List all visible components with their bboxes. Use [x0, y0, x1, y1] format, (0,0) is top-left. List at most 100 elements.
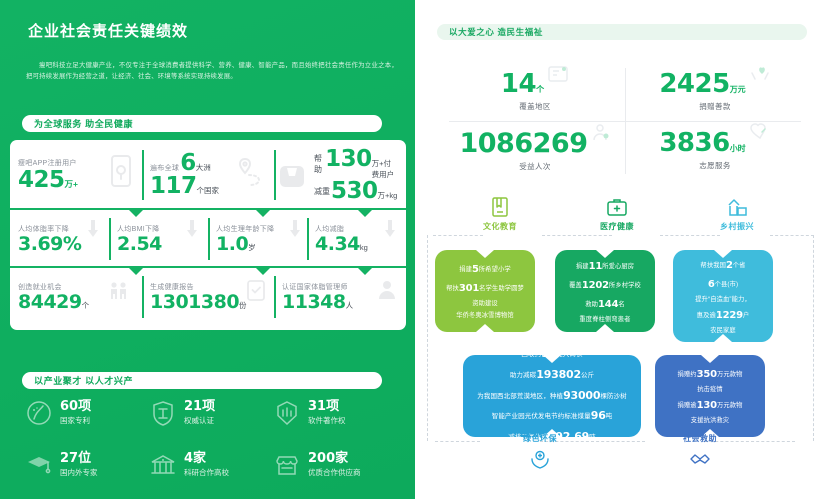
card-line: 捐赠约350万元款物: [677, 369, 743, 381]
arrow-down-icon: [384, 220, 396, 243]
arrow-down-icon: [186, 220, 198, 243]
dash-connector: [813, 235, 814, 441]
kpi-bioage-drop-unit: 岁: [248, 243, 256, 252]
kpi-paid-users-prefix: 帮助: [314, 153, 322, 174]
card-line: 捐建11所爱心厨房: [575, 260, 635, 272]
kpi-global-coverage-label: 遍布全球: [150, 165, 180, 172]
section-header-welfare: 以大爱之心 造民生福祉: [437, 24, 807, 40]
university-icon: [150, 452, 176, 478]
category-rural-revitalization-label: 乡村振兴: [720, 222, 754, 231]
kpi-bodyfat-drop-value: 3.69: [18, 233, 63, 255]
section-header-service: 为全球服务 助全民健康: [22, 115, 382, 132]
welfare-stat-donations-label: 捐赠善款: [699, 102, 731, 111]
card-line: 抗击疫情: [697, 386, 723, 394]
graduation-cap-icon: [26, 452, 52, 478]
credentials-grid: 60项 国家专利 21项 权威认证: [26, 399, 398, 499]
kpi-certified-managers-unit: 人: [345, 301, 354, 310]
culture-education-card[interactable]: 捐建5所希望小学 帮扶301名学生助学圆梦 资助建设 华侨冬奥冰雪博物馆: [435, 250, 535, 332]
kpi-certified-managers: 认证国家体脂管理师 11348 人: [274, 268, 406, 326]
credential-certifications-value: 21项: [184, 399, 216, 415]
credential-software-copyright-label: 软件著作权: [308, 416, 346, 426]
welfare-stat-beneficiaries-value: 1086269: [459, 127, 588, 159]
credential-software-copyright-value: 31项: [308, 399, 340, 415]
kpi-bodyfat-drop: 人均体脂率下降 3.69 %: [10, 210, 109, 268]
kpi-global-continents-value: 6: [180, 150, 196, 176]
kpi-row-3: 创造就业机会 84429 个: [10, 268, 406, 326]
kpi-bioage-drop-value: 1.0: [216, 233, 249, 255]
kpi-weight-loss-unit: 万+kg: [377, 190, 398, 200]
kpi-app-users-label: 瘦吧APP注册用户: [18, 160, 77, 167]
green-environment-card[interactable]: 回收约53吨大码衣 助力减碳193802公斤 为我国西北部荒漠地区，种植9300…: [463, 347, 641, 443]
credential-patents-label: 国家专利: [60, 416, 90, 426]
dash-connector: [542, 235, 612, 236]
intro-description: 瘦吧科技立足大健康产业，不仅专注于全球消费者提供科学、营养、健康、智能产品，而且…: [26, 60, 398, 82]
section-header-talent: 以产业聚才 以人才兴产: [22, 372, 382, 389]
category-green-environment[interactable]: 绿色环保: [523, 433, 557, 470]
medical-health-card[interactable]: 捐建11所爱心厨房 覆盖1202所乡村学校 救助144名 重度脊柱侧弯患者: [555, 250, 655, 332]
welfare-stats-row-1: 14 个 覆盖地区 2425 万元: [445, 62, 805, 121]
store-icon: [274, 452, 300, 478]
category-social-relief-label: 社会救助: [683, 434, 717, 443]
kpi-weight-loss-value: 530: [331, 177, 378, 204]
dash-connector: [660, 235, 720, 236]
left-panel: 企业社会责任关键绩效 瘦吧科技立足大健康产业，不仅专注于全球消费者提供科学、营养…: [0, 0, 415, 499]
kpi-bodyfat-drop-unit: %: [62, 233, 82, 255]
kpi-health-reports-unit: 份: [239, 301, 247, 310]
kpi-certified-managers-value: 11348: [282, 291, 346, 313]
kpi-global-coverage: 遍布全球 6 大洲 117 个国家: [142, 140, 274, 210]
welfare-stat-regions-label: 覆盖地区: [519, 102, 551, 111]
dash-connector: [433, 235, 483, 236]
rural-revitalization-card[interactable]: 帮扶我国2个省 6个县(市) 提升“自造血”能力， 惠及逾1229户 农民家庭: [673, 250, 773, 342]
category-medical-health-label: 医疗健康: [600, 222, 634, 231]
welfare-stat-donations-value: 2425: [659, 69, 730, 99]
phone-icon: [108, 154, 134, 193]
section-header-talent-label: 以产业聚才 以人才兴产: [34, 376, 134, 386]
scale-icon: [278, 162, 306, 195]
donate-hands-icon: [749, 63, 771, 88]
category-medical-health[interactable]: 医疗健康: [600, 196, 634, 232]
credential-certifications-label: 权威认证: [184, 416, 214, 426]
category-rural-revitalization[interactable]: 乡村振兴: [720, 196, 754, 232]
card-line: 支援抗洪救灾: [690, 417, 730, 424]
welfare-stat-regions-unit: 个: [536, 85, 545, 94]
kpi-jobs-created-value: 84429: [18, 291, 82, 313]
kpi-row-2: 人均体脂率下降 3.69 % 人均BMI下降: [10, 210, 406, 275]
csr-category-diagram: 文化教育 医疗健康 乡村振兴: [415, 188, 830, 499]
credential-patents-value: 60项: [60, 399, 92, 415]
credential-universities-label: 科研合作高校: [184, 468, 229, 478]
arrow-down-icon: [289, 220, 301, 243]
welfare-stat-regions: 14 个 覆盖地区: [445, 62, 625, 121]
credential-software-copyright: 31项 软件著作权: [274, 399, 398, 426]
card-line: 帮扶我国2个省: [700, 259, 746, 271]
kpi-jobs-created-label: 创造就业机会: [18, 284, 62, 291]
kpi-health-reports: 生成健康报告 1301380 份: [142, 268, 274, 326]
kpi-global-countries-value: 117: [150, 173, 197, 199]
card-line: 重度脊柱侧弯患者: [579, 315, 631, 323]
credential-universities: 4家 科研合作高校: [150, 451, 274, 478]
handshake-icon: [689, 448, 711, 470]
location-pin-icon: [236, 156, 270, 193]
clipboard-check-icon: [246, 278, 266, 307]
kpi-bmi-drop-label: 人均BMI下降: [117, 226, 160, 233]
welfare-stat-beneficiaries-label: 受益人次: [519, 161, 551, 171]
card-line: 惠及逾1229户: [696, 309, 750, 321]
volunteer-heart-icon: [749, 121, 771, 146]
card-line: 为我国西北部荒漠地区，种植93000棵防沙树: [477, 388, 627, 402]
kpi-paid-users-value: 130: [325, 145, 372, 172]
category-social-relief[interactable]: 社会救助: [683, 433, 717, 470]
social-relief-card[interactable]: 捐赠约350万元款物 抗击疫情 捐赠逾130万元款物 支援抗洪救灾: [655, 355, 765, 437]
kpi-app-users: 瘦吧APP注册用户 425 万+: [10, 140, 142, 210]
welfare-stats-grid: 14 个 覆盖地区 2425 万元: [445, 62, 805, 180]
kpi-fat-loss-value: 4.34: [315, 233, 360, 255]
kpi-jobs-created-unit: 个: [81, 301, 90, 310]
category-green-environment-label: 绿色环保: [523, 434, 557, 443]
kpi-global-countries-unit: 个国家: [196, 186, 220, 195]
kpi-health-reports-label: 生成健康报告: [150, 284, 194, 291]
welfare-stat-volunteer-hours-value: 3836: [659, 128, 730, 158]
credential-certifications: 21项 权威认证: [150, 399, 274, 426]
patent-icon: [26, 400, 52, 426]
kpi-app-users-unit: 万+: [64, 179, 78, 189]
category-culture-education[interactable]: 文化教育: [483, 196, 517, 232]
region-map-icon: [547, 64, 569, 89]
credential-experts-label: 国内外专家: [60, 468, 98, 478]
